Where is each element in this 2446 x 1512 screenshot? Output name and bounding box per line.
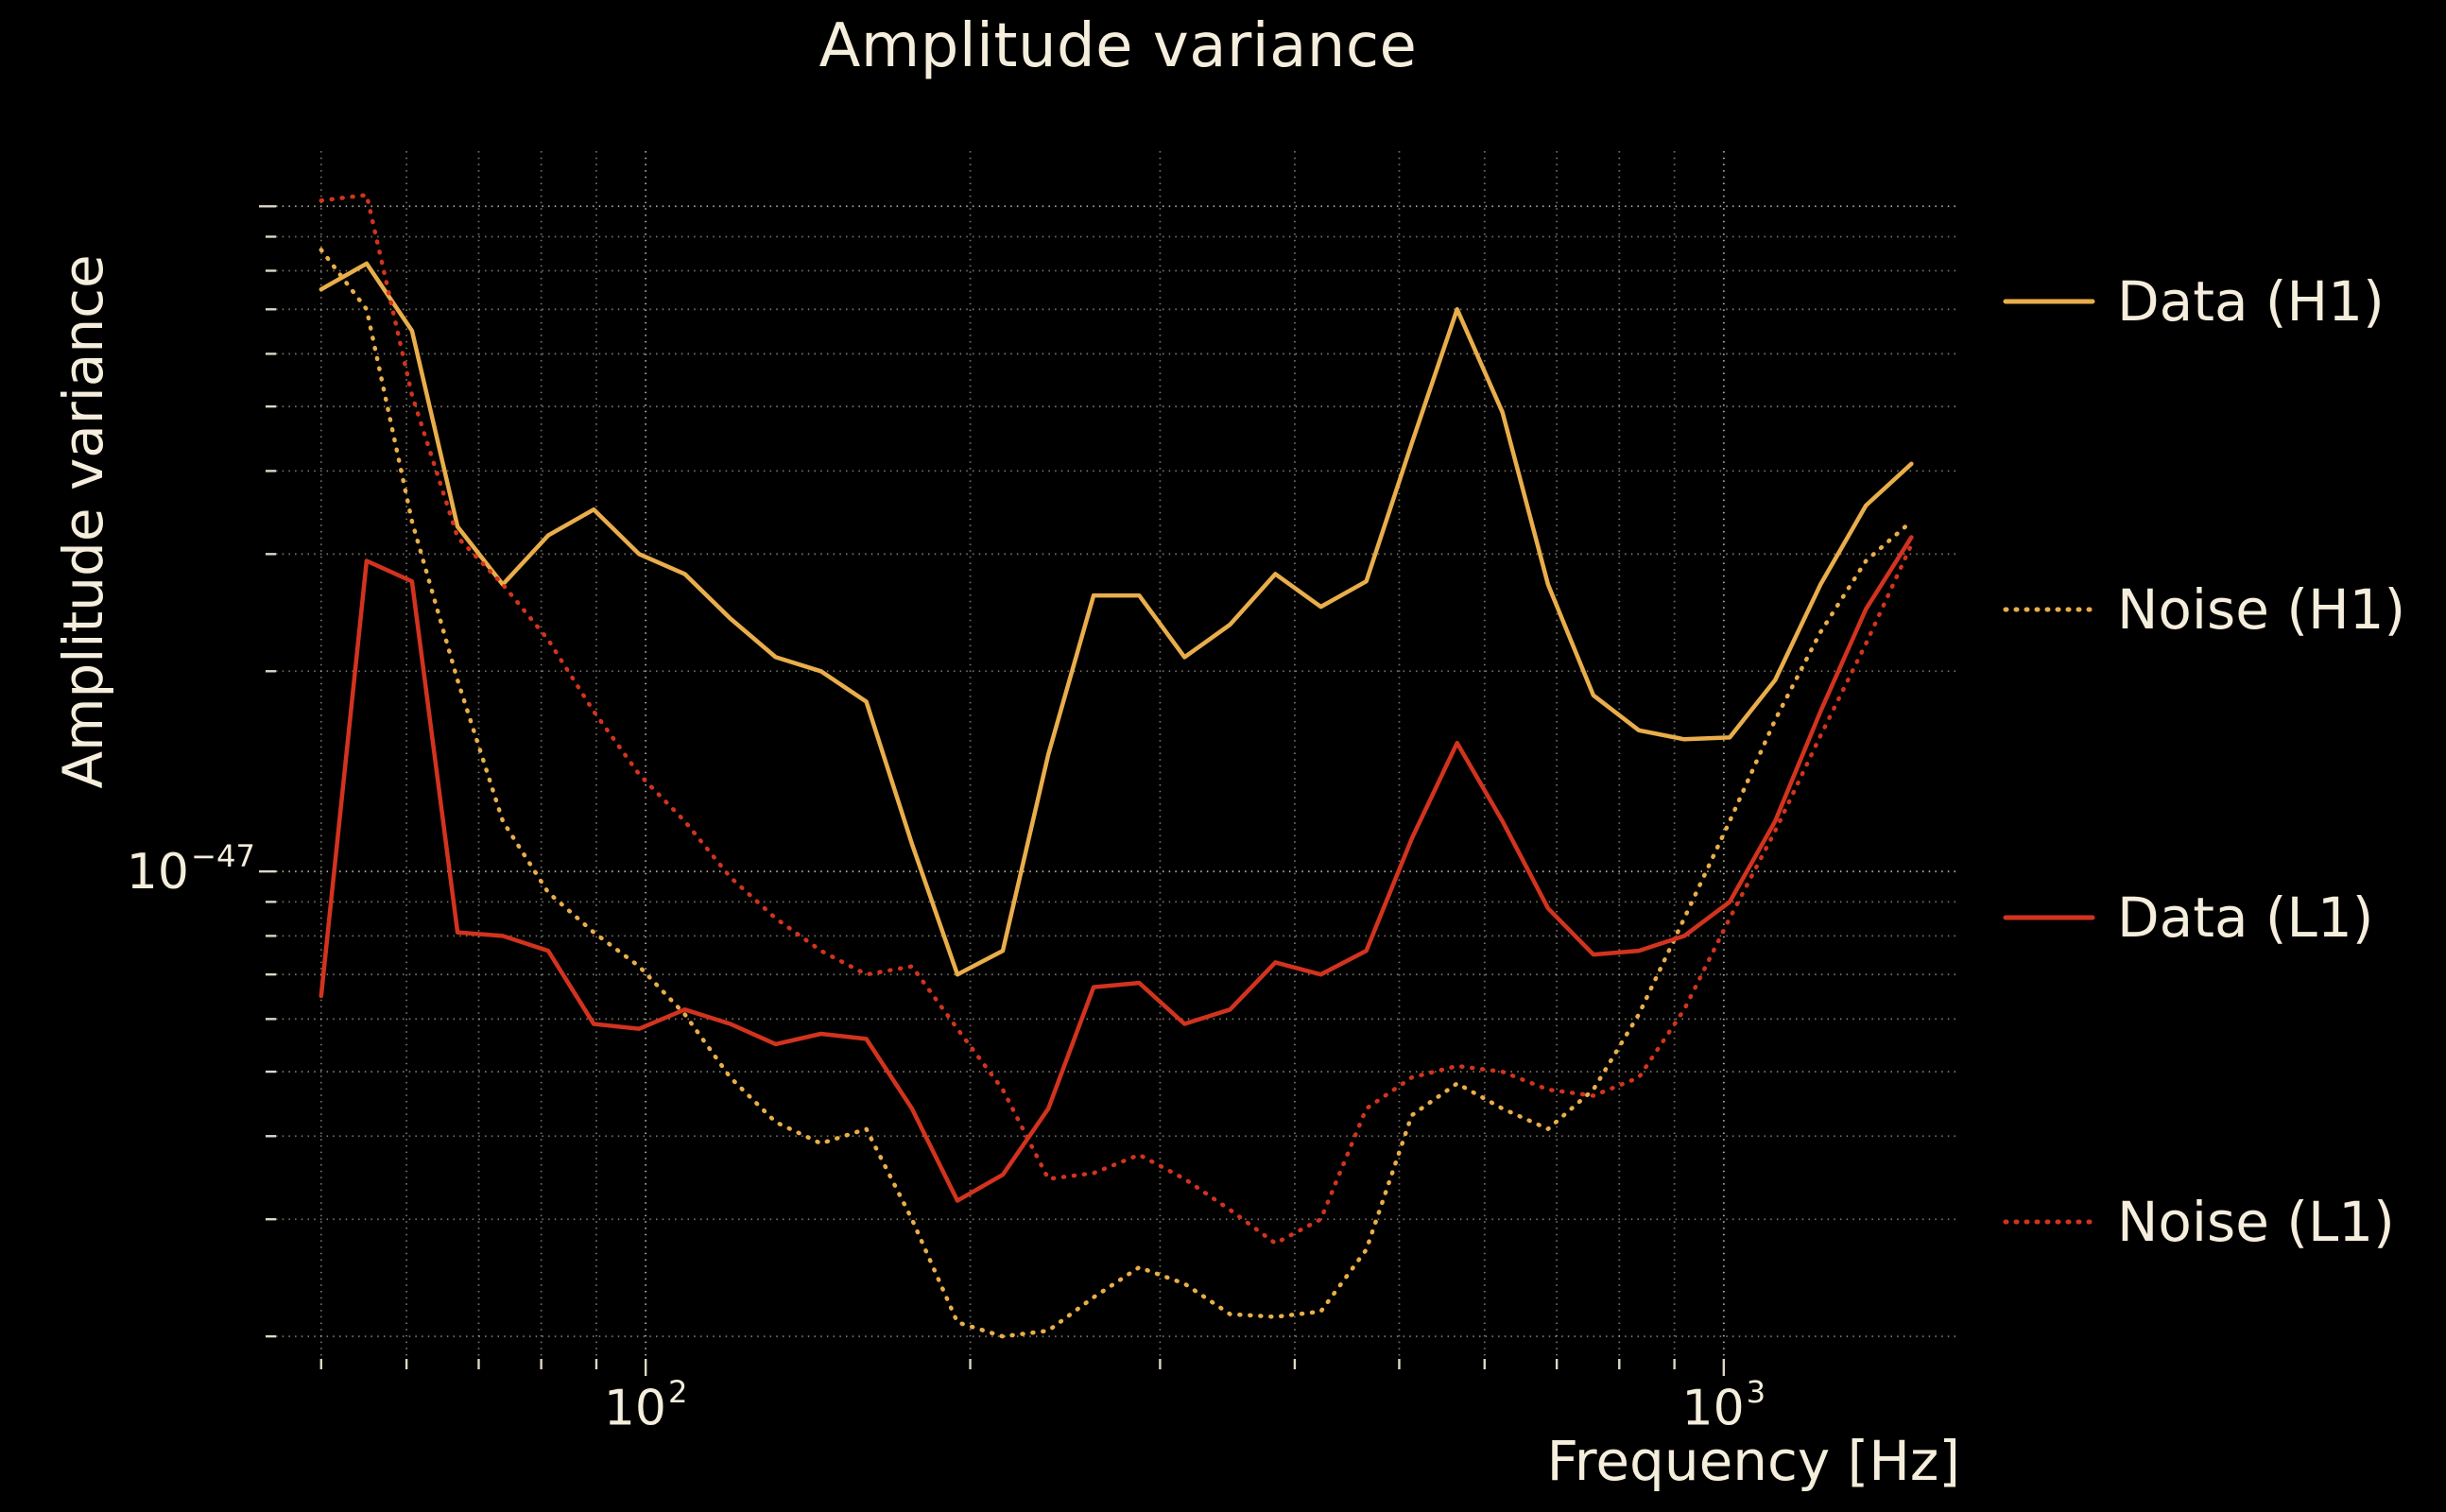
y-axis-label: Amplitude variance — [51, 254, 115, 789]
legend-sample-data-h1 — [2003, 299, 2095, 304]
axis-ticks — [259, 205, 1726, 1376]
legend-entry-data-h1: Data (H1) — [2002, 268, 2385, 335]
x-axis-label: Frequency [Hz] — [1546, 1429, 1960, 1493]
series-line-data-h1 — [319, 261, 1914, 977]
series-line-data-l1 — [319, 535, 1914, 1203]
legend-label-data-l1: Data (L1) — [2117, 885, 2374, 950]
x-tick-label: 103 — [1681, 1374, 1766, 1437]
legend-entry-noise-l1: Noise (L1) — [2002, 1189, 2395, 1255]
grid-lines — [276, 151, 1960, 1359]
legend-entry-noise-h1: Noise (H1) — [2002, 576, 2405, 643]
legend-label-data-h1: Data (H1) — [2117, 269, 2385, 334]
x-tick-label: 102 — [603, 1374, 688, 1437]
y-tick-label: 10−47 — [126, 838, 255, 902]
legend-entry-data-l1: Data (L1) — [2002, 885, 2373, 951]
legend-sample-noise-l1 — [2003, 1219, 2095, 1225]
chart-title: Amplitude variance — [818, 11, 1418, 81]
legend-sample-data-l1 — [2003, 915, 2095, 920]
series-line-noise-h1 — [319, 248, 1914, 1339]
legend-sample-noise-h1 — [2003, 607, 2095, 612]
series-line-noise-l1 — [319, 193, 1914, 1246]
legend-label-noise-l1: Noise (L1) — [2117, 1190, 2395, 1254]
legend-label-noise-h1: Noise (H1) — [2117, 577, 2406, 642]
